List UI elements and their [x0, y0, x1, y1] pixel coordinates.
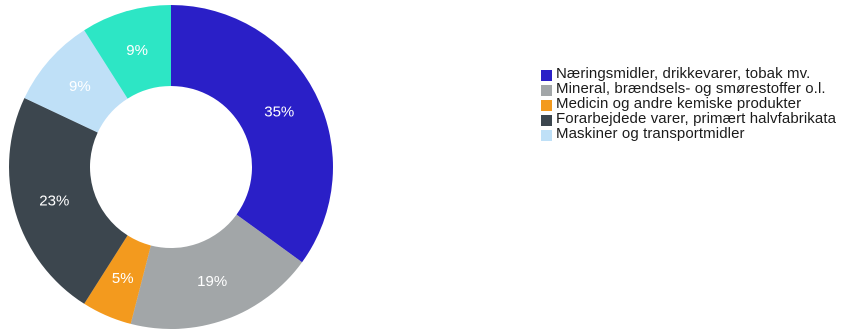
slice-value-label: 9% [69, 78, 91, 95]
legend-item-mineral: Mineral, brændsels- og smørestoffer o.l. [541, 81, 841, 96]
slice-value-label: 5% [112, 270, 134, 287]
legend-item-maskiner: Maskiner og transportmidler [541, 126, 841, 141]
donut-slice [8, 98, 128, 304]
legend-item-forarbejdede: Forarbejdede varer, primært halvfabrikat… [541, 111, 841, 126]
chart-legend: Næringsmidler, drikkevarer, tobak mv. Mi… [541, 66, 841, 141]
legend-item-medicin: Medicin og andre kemiske produkter [541, 96, 841, 111]
donut-slice [84, 5, 171, 99]
donut-slice [171, 5, 334, 263]
legend-label: Forarbejdede varer, primært halvfabrikat… [556, 110, 837, 127]
donut-slice [24, 30, 128, 133]
legend-label: Medicin og andre kemiske produkter [556, 95, 802, 112]
legend-label: Mineral, brændsels- og smørestoffer o.l. [556, 80, 826, 97]
slice-value-label: 9% [126, 42, 148, 59]
donut-slice [84, 235, 151, 324]
slice-value-label: 23% [39, 192, 69, 209]
legend-label: Maskiner og transportmidler [556, 125, 745, 142]
legend-swatch [541, 100, 552, 111]
donut-slice [130, 214, 303, 329]
legend-swatch [541, 70, 552, 81]
legend-swatch [541, 130, 552, 141]
legend-label: Næringsmidler, drikkevarer, tobak mv. [556, 65, 811, 82]
legend-swatch [541, 85, 552, 96]
legend-item-naeringsmidler: Næringsmidler, drikkevarer, tobak mv. [541, 66, 841, 81]
slice-value-label: 19% [197, 273, 227, 290]
legend-swatch [541, 115, 552, 126]
slice-value-label: 35% [264, 103, 294, 120]
